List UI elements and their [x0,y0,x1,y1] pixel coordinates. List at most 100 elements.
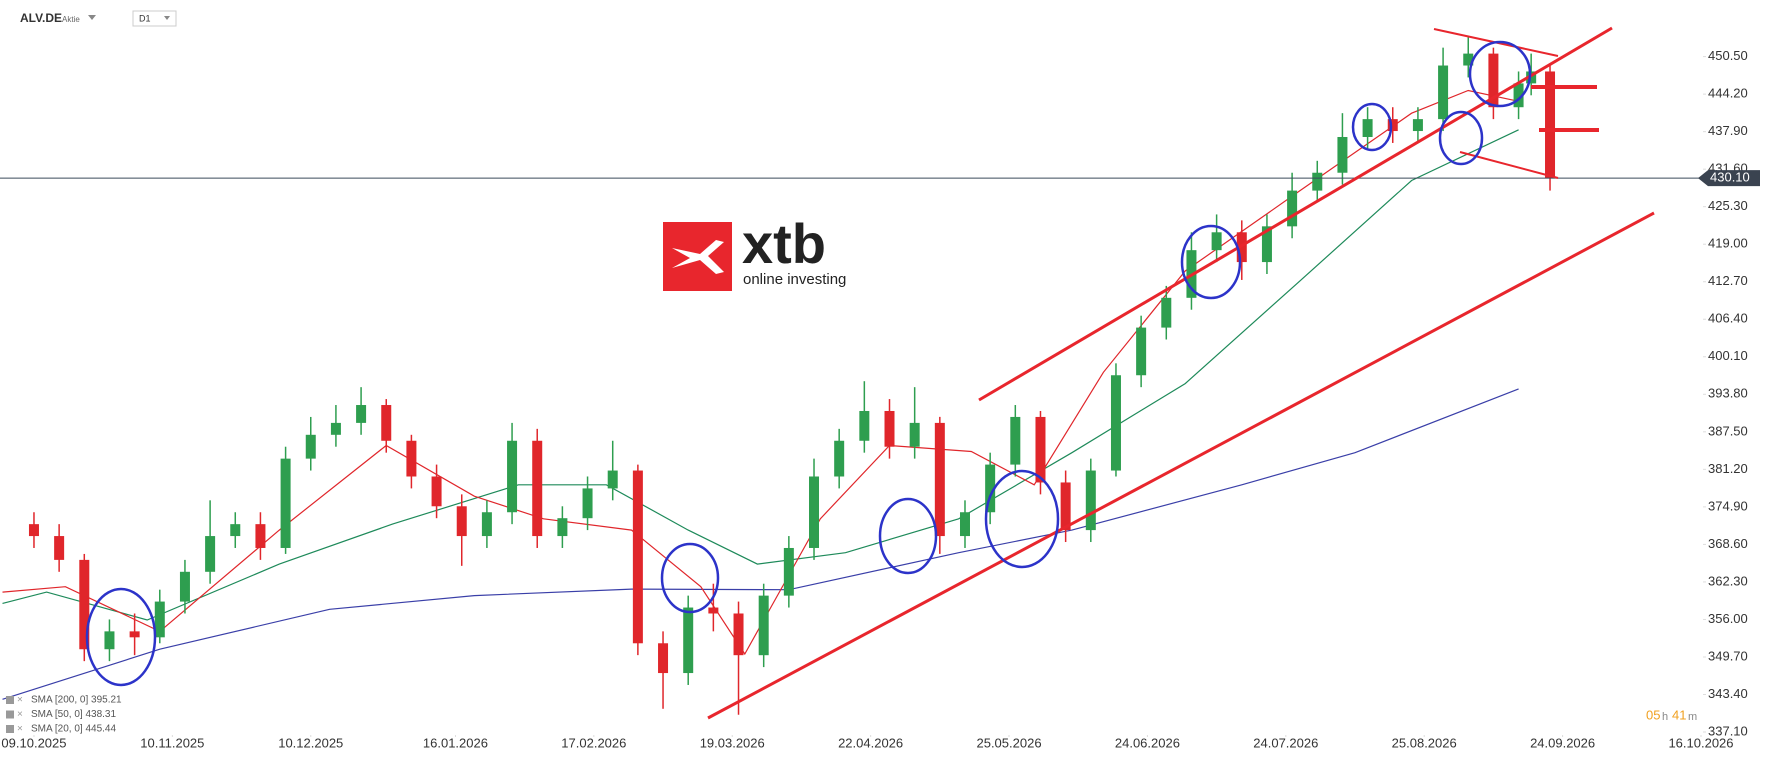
candle-body [1136,327,1147,376]
candle-body [683,607,694,674]
candle-body [884,410,895,447]
y-tick-label: 374.90 [1708,498,1748,513]
x-tick-label: 25.08.2026 [1392,735,1457,750]
candle-body [28,524,39,537]
candle-body [1513,83,1524,108]
legend-icon [6,710,14,719]
candle-body [934,422,945,537]
y-tick-label: 419.00 [1708,236,1748,251]
interval-dropdown [164,16,170,20]
timer-hours: 05 [1646,707,1660,722]
legend-label: SMA [200, 0] 395.21 [31,695,122,706]
candle-body [1545,71,1556,179]
instrument-type: Aktie [62,15,80,24]
x-tick-label: 24.07.2026 [1253,735,1318,750]
candle-body [1010,416,1021,465]
drawings [707,26,1655,720]
candle-body [280,458,291,548]
highlight-circle [1438,110,1484,166]
candle-body [1261,226,1272,263]
candle-body [658,643,669,674]
highlight-circle [1468,40,1532,108]
candle-body [557,518,568,537]
x-tick-label: 16.01.2026 [423,735,488,750]
last-price-label: 430.10 [1710,170,1750,185]
interval[interactable]: D1 [139,13,151,23]
candle-body [1060,482,1071,531]
candle-body [381,405,392,441]
plot: 450.50444.20437.90431.60425.30419.00412.… [0,35,1760,750]
highlight-circle [85,587,157,687]
candle-body [632,470,643,644]
candle-body [1387,119,1398,132]
candle-body [1287,190,1298,227]
candle-body [179,571,190,602]
legend-label: SMA [50, 0] 438.31 [31,709,116,720]
candle-body [406,440,417,477]
candle-body [129,631,140,638]
interval-select[interactable] [132,10,177,27]
y-tick-label: 393.80 [1708,386,1748,401]
candle-body [507,440,518,513]
highlight-circle [1351,102,1393,152]
candle-body [1161,297,1172,328]
y-tick-label: 343.40 [1708,686,1748,701]
sma-line [2,129,1519,621]
trend-line [978,26,1613,402]
y-tick-label: 368.60 [1708,536,1748,551]
candle-body [985,464,996,513]
candle-body [708,607,719,614]
highlight-circle [984,469,1060,569]
circles [85,40,1532,687]
x-tick-label: 24.09.2026 [1530,735,1595,750]
y-tick-label: 425.30 [1708,198,1748,213]
candle-body [1412,119,1423,132]
candle-body [1337,136,1348,173]
y-tick-label: 381.20 [1708,461,1748,476]
x-tick-label: 19.03.2026 [700,735,765,750]
candle-body [607,470,618,489]
candle-body [79,559,90,650]
legend-label: SMA [20, 0] 445.44 [31,724,116,735]
x-tick-label: 17.02.2026 [561,735,626,750]
legend-remove: × [17,724,23,735]
indicator-legend: × SMA [200, 0] 395.21 × SMA [50, 0] 438.31 ×… [6,695,122,735]
candle-body [783,547,794,596]
x-tick-label: 24.06.2026 [1115,735,1180,750]
y-tick-label: 337.10 [1708,723,1748,738]
legend-remove: × [17,695,23,706]
x-tick-label: 22.04.2026 [838,735,903,750]
candle-body [582,488,593,519]
candle-body [431,476,442,507]
candle-body [758,595,769,656]
candle-body [481,512,492,537]
highlight-circle [660,542,720,614]
candle-body [205,536,216,572]
symbol[interactable]: ALV.DE [20,11,62,25]
logo-tagline: online investing [743,271,846,288]
y-tick-label: 450.50 [1708,48,1748,63]
y-tick-label: 362.30 [1708,573,1748,588]
candle-body [154,601,165,638]
candle-body [1488,53,1499,108]
candle-body [1438,65,1449,120]
candle-body [1526,71,1537,84]
candle-body [1312,172,1323,191]
candle-body [1035,416,1046,483]
logo-brand: xtb [742,212,826,275]
symbol-dropdown[interactable] [88,15,96,20]
y-tick-label: 406.40 [1708,311,1748,326]
legend-icon [6,696,14,704]
candle-body [809,476,820,548]
x-tick-label: 10.12.2025 [278,735,343,750]
candle-body [834,440,845,477]
x-tick-label: 10.11.2025 [140,735,204,750]
x-tick-label: 16.10.2026 [1668,735,1733,750]
candle-body [1362,119,1373,137]
x-tick-label: 25.05.2026 [976,735,1041,750]
logo: xtb online investing [663,212,846,291]
candle-body [255,524,266,548]
timer-hours-unit: h [1662,711,1668,723]
y-tick-label: 437.90 [1708,123,1748,138]
candle-body [456,506,467,537]
